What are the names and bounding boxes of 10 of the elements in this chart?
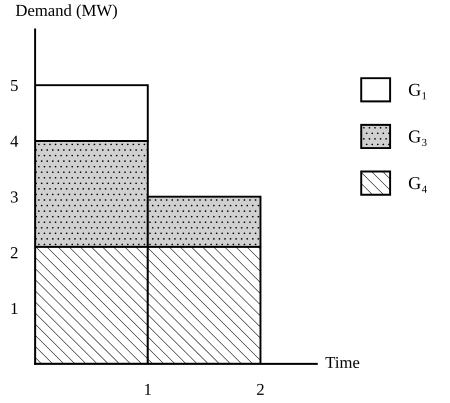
y-tick-label: 3 [10,191,18,203]
legend-label: G₃ [408,130,427,146]
y-tick-label: 5 [11,80,18,92]
y-tick-label: 1 [12,302,18,314]
legend-label: G₄ [408,177,427,193]
x-axis-title: Time [326,356,360,368]
y-tick-label: 4 [10,136,18,147]
y-axis-title: Demand (MW) [16,4,117,20]
y-tick-label: 2 [10,247,18,258]
legend-label: G₁ [408,84,426,100]
